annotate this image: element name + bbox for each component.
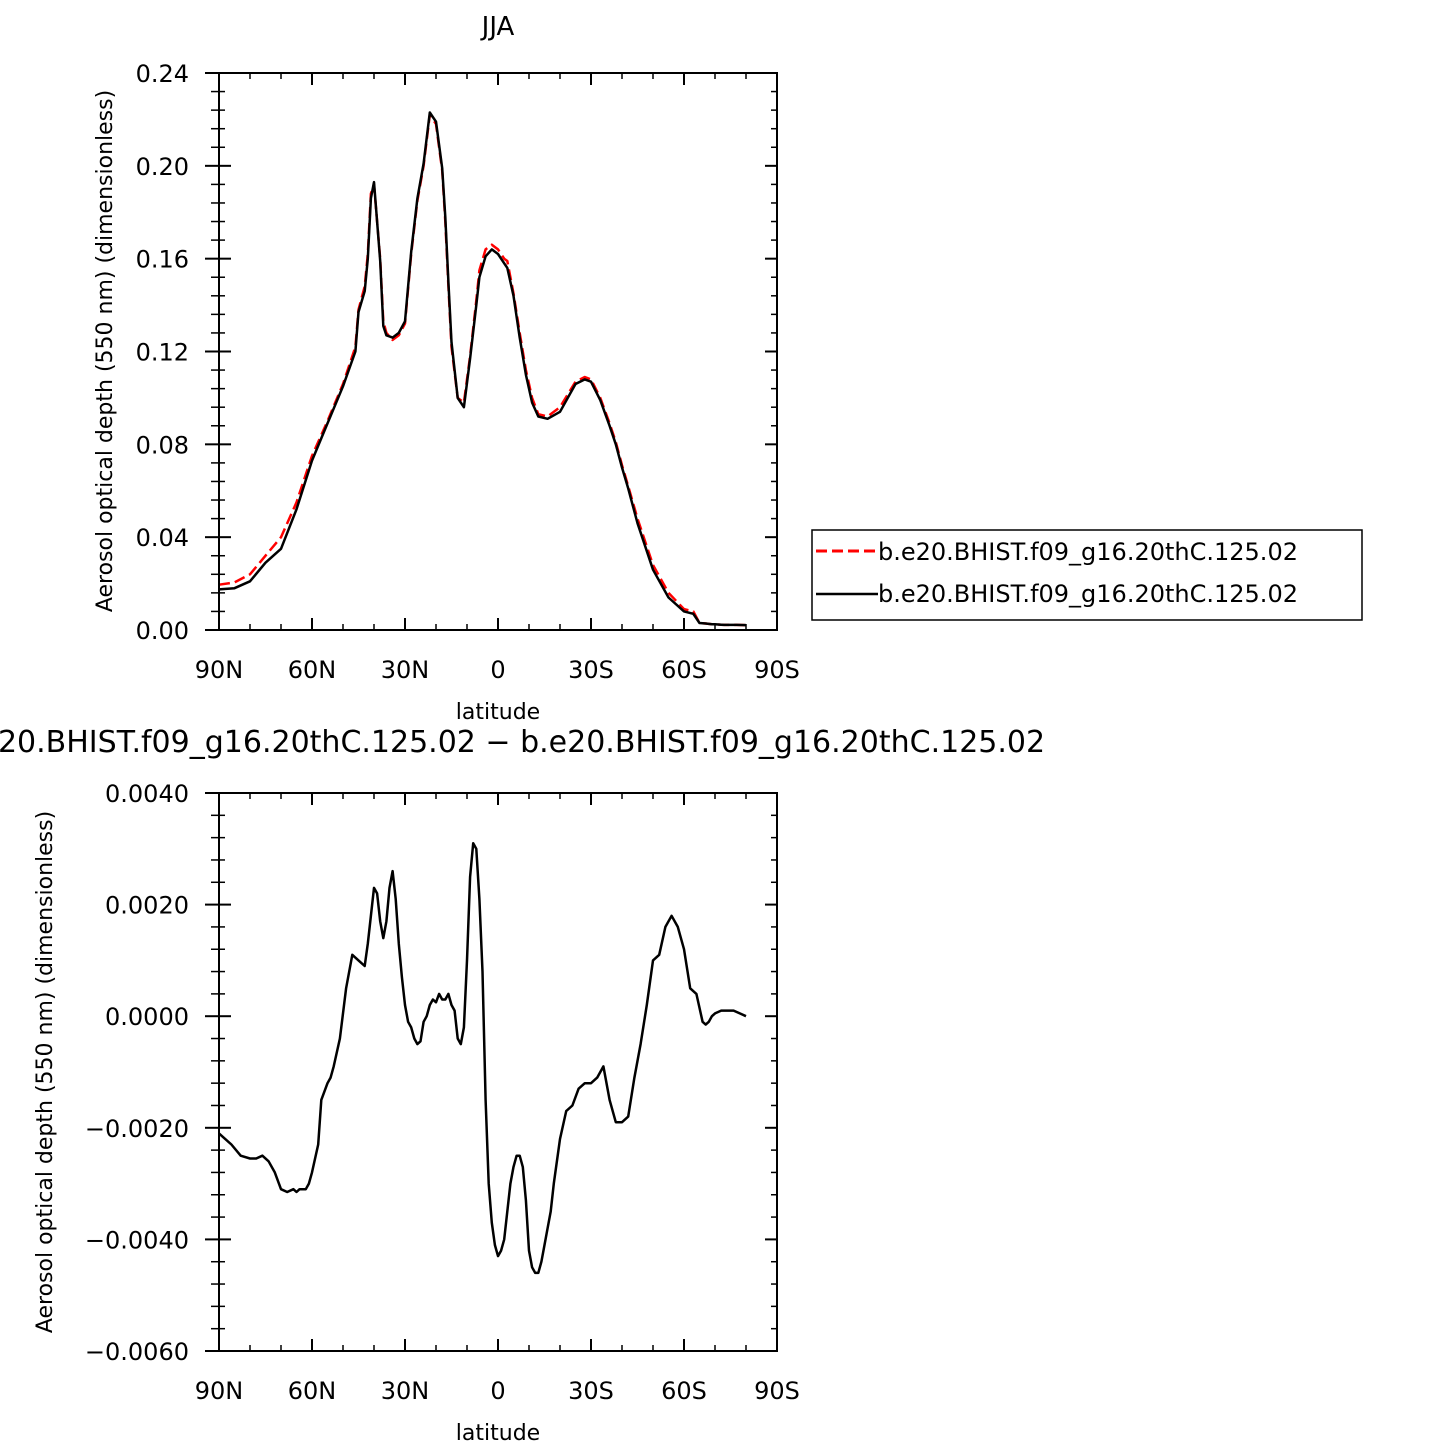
top-axes-ticks bbox=[205, 72, 778, 631]
top-tick-labels: 90N 60N 30N 0 30S 60S 90S 0.00 0.04 0.08 0.12 0.16 0… bbox=[136, 60, 800, 684]
bottom-x-tick-label: 0 bbox=[490, 1377, 505, 1405]
top-chart-title: JJA bbox=[480, 12, 515, 42]
top-series-group bbox=[218, 111, 747, 627]
bottom-series-group bbox=[218, 841, 747, 1275]
legend: b.e20.BHIST.f09_g16.20thC.125.02 b.e20.B… bbox=[811, 529, 1363, 621]
bottom-x-tick-label: 90N bbox=[195, 1377, 244, 1405]
bottom-chart-title: b.e20.BHIST.f09_g16.20thC.125.02 − b.e20… bbox=[0, 725, 1045, 760]
bottom-y-axis-label: Aerosol optical depth (550 nm) (dimensio… bbox=[33, 811, 58, 1333]
top-plot-frame bbox=[218, 72, 778, 631]
top-x-tick-label: 30S bbox=[568, 656, 614, 684]
top-y-tick-label: 0.08 bbox=[136, 431, 189, 459]
top-y-tick-label: 0.20 bbox=[136, 153, 189, 181]
top-series-line-2 bbox=[218, 111, 747, 627]
top-y-tick-label: 0.12 bbox=[136, 339, 189, 367]
bottom-tick-labels: 90N 60N 30N 0 30S 60S 90S −0.0060 −0.0040 −0.0020… bbox=[85, 780, 800, 1405]
bottom-plot-frame bbox=[218, 792, 778, 1352]
top-x-tick-label: 90S bbox=[754, 656, 800, 684]
bottom-y-tick-label: 0.0020 bbox=[105, 892, 189, 920]
bottom-y-tick-label: 0.0040 bbox=[105, 780, 189, 808]
bottom-x-tick-label: 30S bbox=[568, 1377, 614, 1405]
bottom-y-tick-label: −0.0060 bbox=[85, 1338, 189, 1366]
legend-label-1: b.e20.BHIST.f09_g16.20thC.125.02 bbox=[878, 538, 1298, 566]
top-x-axis-label: latitude bbox=[456, 700, 540, 725]
bottom-y-tick-label: −0.0020 bbox=[85, 1115, 189, 1143]
top-x-tick-label: 60S bbox=[661, 656, 707, 684]
bottom-x-axis-label: latitude bbox=[456, 1421, 540, 1446]
bottom-x-tick-label: 60N bbox=[288, 1377, 337, 1405]
bottom-x-tick-label: 90S bbox=[754, 1377, 800, 1405]
bottom-y-tick-label: −0.0040 bbox=[85, 1226, 189, 1254]
top-y-tick-label: 0.16 bbox=[136, 246, 189, 274]
top-x-tick-label: 0 bbox=[490, 656, 505, 684]
bottom-axes-ticks bbox=[205, 792, 778, 1352]
bottom-y-tick-label: 0.0000 bbox=[105, 1003, 189, 1031]
top-panel: JJA 90N 60N 30N 0 30S 60S 90S 0.00 0.04 0.08 0.12 0… bbox=[93, 12, 1363, 725]
top-y-tick-label: 0.04 bbox=[136, 524, 189, 552]
top-x-tick-label: 30N bbox=[381, 656, 430, 684]
top-x-tick-label: 60N bbox=[288, 656, 337, 684]
top-y-tick-label: 0.24 bbox=[136, 60, 189, 88]
legend-label-2: b.e20.BHIST.f09_g16.20thC.125.02 bbox=[878, 580, 1298, 608]
bottom-panel: b.e20.BHIST.f09_g16.20thC.125.02 − b.e20… bbox=[0, 725, 1045, 1446]
top-y-tick-label: 0.00 bbox=[136, 617, 189, 645]
legend-box bbox=[811, 529, 1363, 621]
top-series-line-1 bbox=[218, 113, 747, 627]
bottom-series-line-1 bbox=[218, 841, 747, 1275]
bottom-x-tick-label: 60S bbox=[661, 1377, 707, 1405]
top-x-tick-label: 90N bbox=[195, 656, 244, 684]
top-y-axis-label: Aerosol optical depth (550 nm) (dimensio… bbox=[93, 90, 118, 612]
bottom-x-tick-label: 30N bbox=[381, 1377, 430, 1405]
